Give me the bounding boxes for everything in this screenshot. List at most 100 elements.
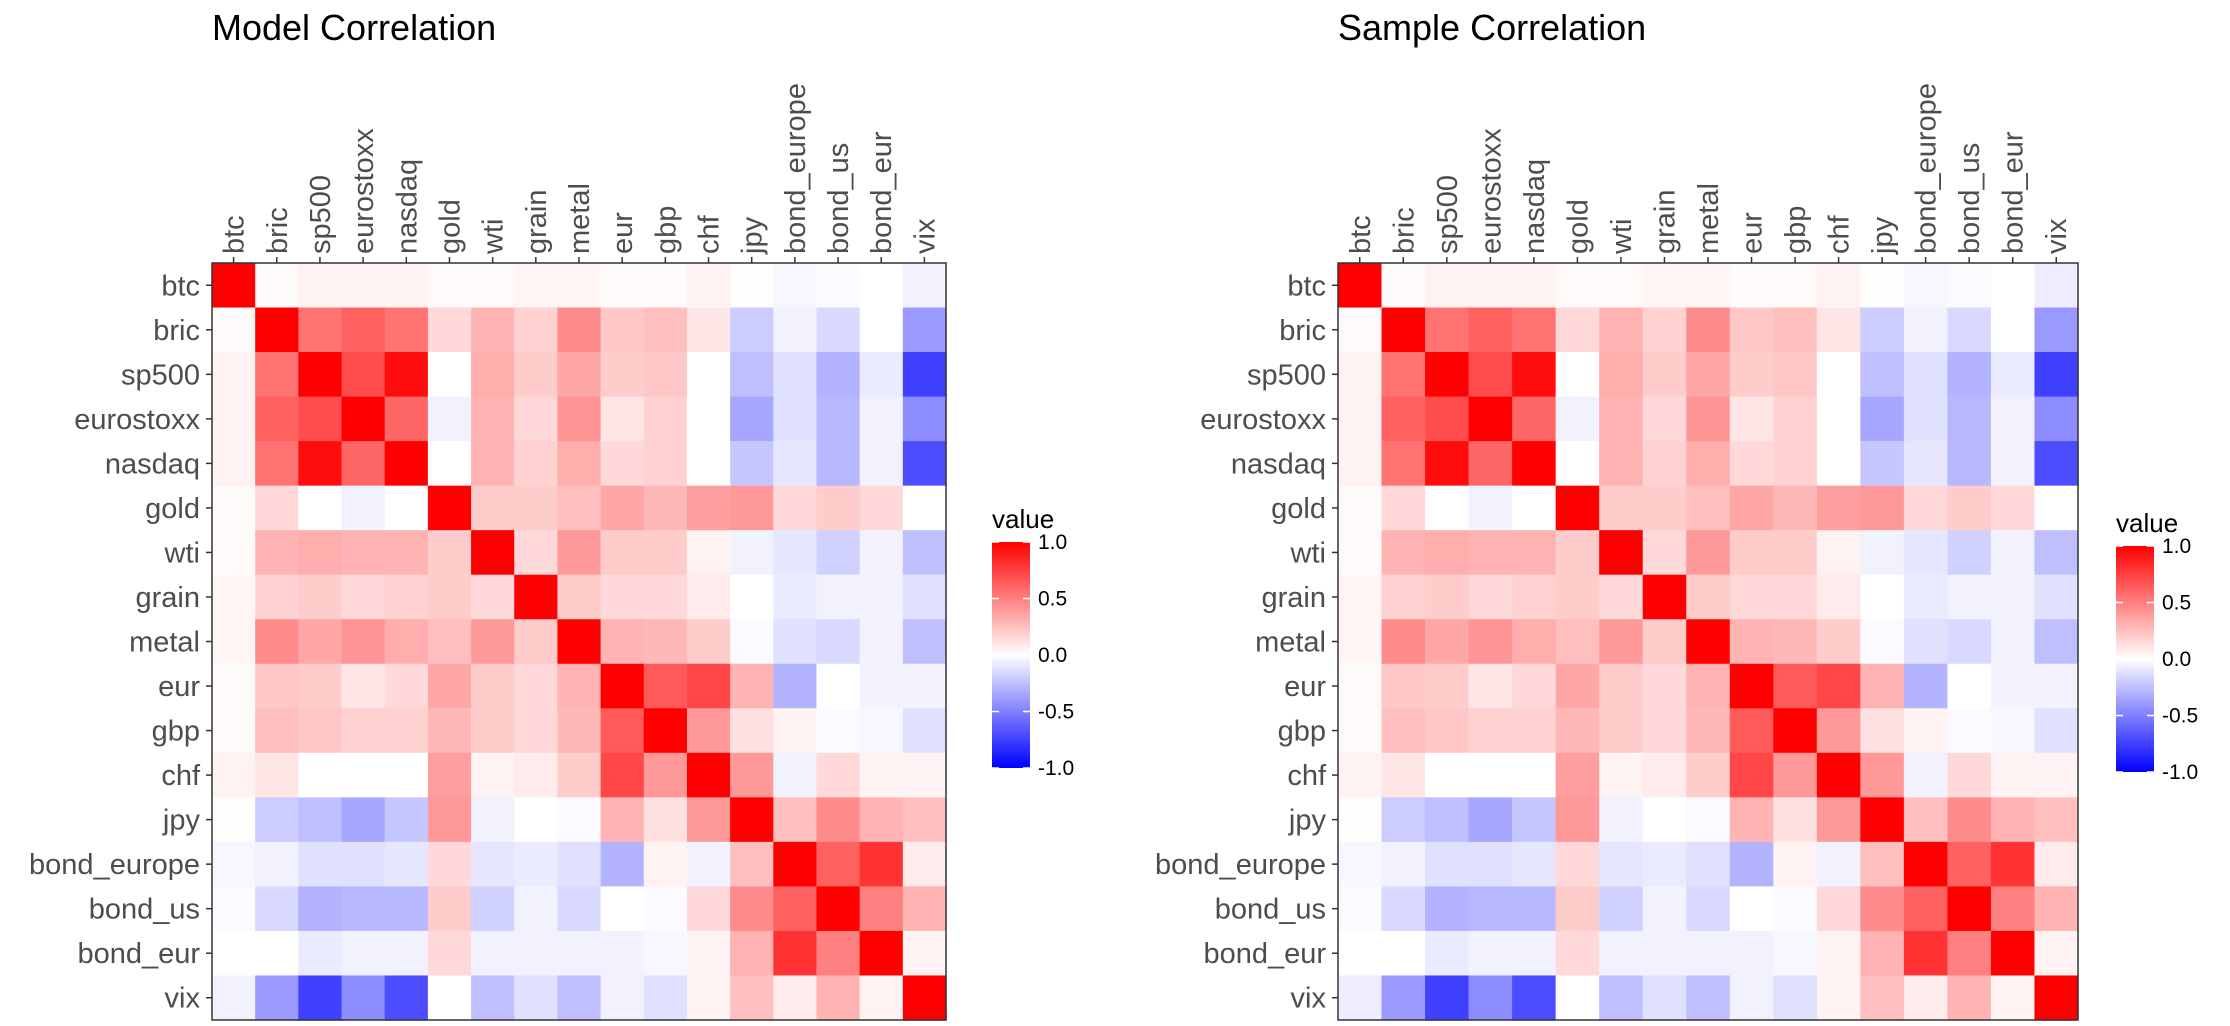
heatmap-cell-btc-bond_europe [773,263,818,309]
heatmap-cell-metal-jpy [730,619,774,665]
x-tick-label: jpy [737,216,769,255]
heatmap-cell-bric-bond_europe [773,307,818,353]
heatmap-cell-chf-grain [1642,752,1687,798]
heatmap-cell-sp500-bric [1381,352,1426,398]
heatmap-cell-gbp-eurostoxx [1468,708,1513,754]
heatmap-cell-chf-jpy [730,752,774,798]
heatmap-cell-chf-bond_europe [773,752,818,798]
heatmap-cell-nasdaq-chf [1816,441,1861,487]
heatmap-cell-gold-eurostoxx [341,485,386,531]
heatmap-cell-sp500-bond_us [816,352,861,398]
heatmap-cell-sp500-gold [427,352,472,398]
heatmap-cell-nasdaq-wti [471,441,515,487]
heatmap-cell-bric-bric [255,307,299,353]
heatmap-cell-wti-jpy [1860,530,1905,576]
heatmap-cell-sp500-btc [212,352,256,398]
heatmap-cell-bric-btc [212,307,256,353]
heatmap-cell-metal-metal [557,619,602,665]
heatmap-cell-bond_eur-chf [1816,930,1861,977]
y-tick-label: bond_us [1215,894,1326,926]
heatmap-cell-grain-vix [902,574,947,620]
x-tick-label: gold [434,199,466,254]
y-tick-label: jpy [1288,805,1327,837]
y-axis-tick-labels: btc bric sp500 eurostoxx nasdaq gold wti grain m… [1155,270,1338,1015]
heatmap-cell-bric-nasdaq [384,307,429,353]
heatmap-cell-grain-eur [600,574,645,620]
heatmap-cell-eurostoxx-eur [1729,396,1774,442]
x-tick-label: chf [694,214,726,254]
heatmap-cell-gbp-bric [1381,708,1426,754]
heatmap-cell-bond_europe-eur [1729,841,1774,888]
heatmap-cell-wti-sp500 [1425,530,1470,576]
chart-title: Sample Correlation [1338,7,1646,48]
heatmap-cell-btc-bond_eur [1990,263,2036,309]
heatmap-cell-gbp-chf [1816,708,1861,754]
heatmap-cell-jpy-grain [514,797,559,843]
heatmap-cell-grain-jpy [730,574,774,620]
heatmap-cell-gbp-bond_europe [773,708,818,754]
heatmap-cell-wti-nasdaq [1512,530,1557,576]
legend-tick-label: -0.5 [2162,705,2198,728]
heatmap-cell-gbp-eur [1729,708,1774,754]
heatmap-cell-bond_eur-gold [1555,930,1600,977]
heatmap-cell-bond_eur-chf [686,930,731,977]
heatmap-cell-eurostoxx-bond_eur [1990,396,2036,442]
y-tick-label: vix [1291,983,1327,1015]
heatmap-cell-chf-gold [1555,752,1600,798]
heatmap-cell-bond_us-bond_eur [859,886,904,932]
heatmap-cell-chf-nasdaq [1512,752,1557,798]
heatmap-cell-eurostoxx-jpy [730,396,774,442]
y-tick-label: gold [145,493,200,525]
heatmap-cell-jpy-bond_us [816,797,861,843]
heatmap-cell-bond_eur-bond_eur [859,930,904,977]
heatmap-cell-bond_europe-btc [212,841,256,888]
heatmap-cell-bond_us-eur [1729,886,1774,932]
heatmap-cell-grain-bond_us [816,574,861,620]
y-tick-label: sp500 [121,359,200,391]
heatmap-cell-wti-nasdaq [384,530,429,576]
heatmap-cell-jpy-sp500 [1425,797,1470,843]
heatmap-cell-btc-nasdaq [384,263,429,309]
heatmap-cell-gold-gbp [643,485,688,531]
heatmap-cell-vix-bond_eur [1990,975,2036,1021]
heatmap-cell-chf-bond_europe [1903,752,1949,798]
heatmap-cell-vix-sp500 [298,975,343,1021]
heatmap-cell-btc-gbp [1773,263,1818,309]
heatmap-cell-bond_us-nasdaq [384,886,429,932]
legend-tick-label: 0.5 [1038,588,1067,611]
y-tick-label: eurostoxx [74,404,200,436]
x-tick-label: grain [521,190,553,255]
heatmap-cell-gbp-jpy [1860,708,1905,754]
heatmap-cell-gbp-eur [600,708,645,754]
heatmap-cell-nasdaq-bond_eur [1990,441,2036,487]
heatmap-cell-wti-bond_eur [859,530,904,576]
heatmap-cell-gbp-chf [686,708,731,754]
heatmap-cell-bond_europe-vix [2034,841,2079,888]
heatmap-cell-bond_us-eurostoxx [1468,886,1513,932]
heatmap-cell-jpy-sp500 [298,797,343,843]
heatmap-cell-eur-bond_eur [1990,663,2036,709]
heatmap-cell-btc-wti [471,263,515,309]
heatmap-cell-nasdaq-eurostoxx [341,441,386,487]
heatmap-cell-bond_eur-metal [1686,930,1731,977]
heatmap-cell-wti-eurostoxx [1468,530,1513,576]
heatmap-cell-grain-nasdaq [384,574,429,620]
heatmap-cell-gbp-btc [212,708,256,754]
heatmap-cell-eurostoxx-chf [686,396,731,442]
heatmap-cell-gbp-wti [471,708,515,754]
heatmap-cell-grain-bric [255,574,299,620]
heatmap-cell-bond_us-btc [212,886,256,932]
heatmap-cell-gold-chf [1816,485,1861,531]
heatmap-cell-eurostoxx-eur [600,396,645,442]
x-tick-label: gold [1562,199,1594,254]
heatmap-cell-bond_eur-eur [600,930,645,977]
heatmap-cell-bric-bond_us [1947,307,1992,353]
x-tick-label: chf [1824,214,1856,254]
heatmap-cell-bond_us-gbp [1773,886,1818,932]
heatmap-cell-wti-grain [514,530,559,576]
heatmap-cell-bond_eur-grain [514,930,559,977]
heatmap-cell-eur-grain [514,663,559,709]
heatmap-cell-wti-bric [255,530,299,576]
heatmap-cell-gbp-eurostoxx [341,708,386,754]
heatmap-cell-grain-chf [686,574,731,620]
